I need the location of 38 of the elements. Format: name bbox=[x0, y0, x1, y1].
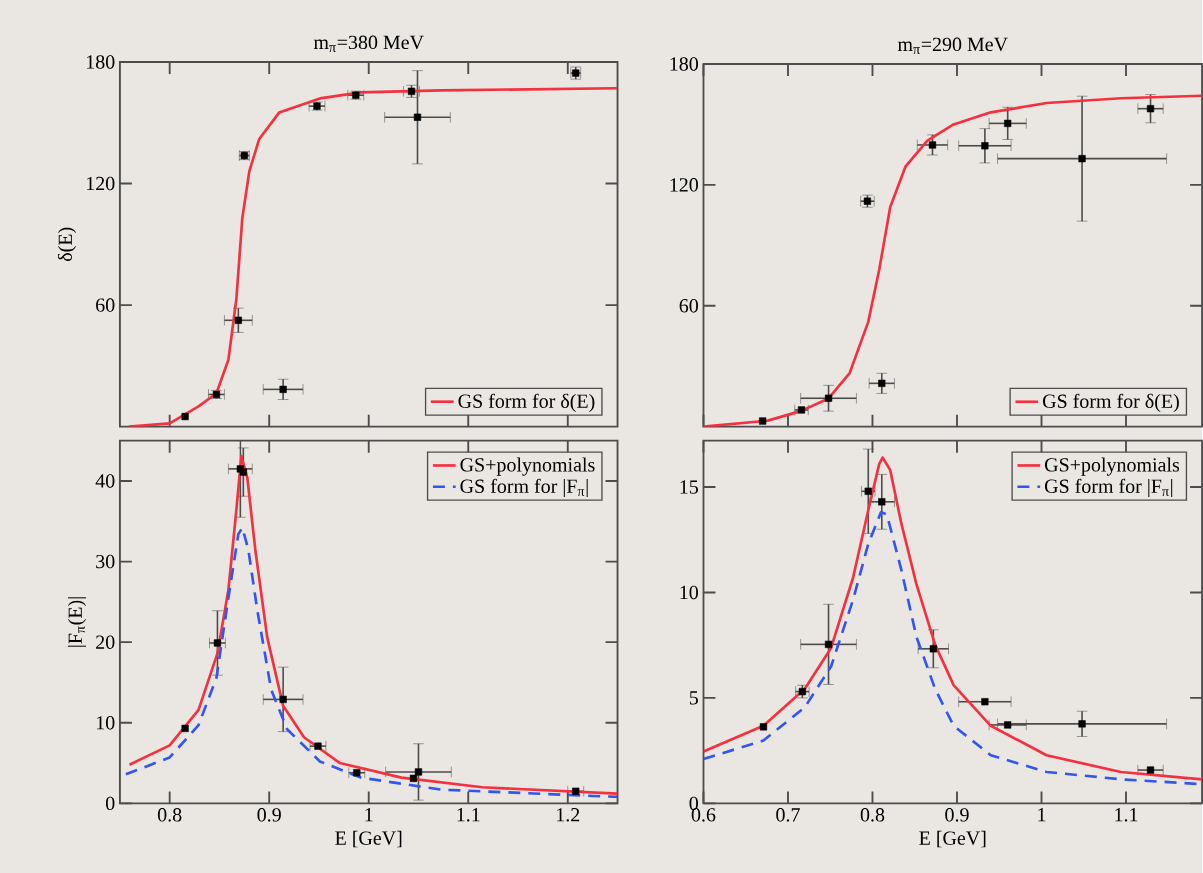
y-axis-title: δ(E) bbox=[57, 227, 77, 261]
y-tick-label: 30 bbox=[96, 554, 115, 569]
chart-title: m$_{π}$=290 MeV bbox=[897, 37, 1008, 54]
y-tick-label: 10 bbox=[96, 715, 115, 730]
x-tick-label: 0.7 bbox=[776, 807, 800, 822]
y-tick-label: 120 bbox=[670, 177, 698, 192]
legend-label: GS form for δ(E) bbox=[1042, 393, 1179, 412]
x-tick-label: 0.9 bbox=[945, 807, 969, 822]
x-tick-label: 1 bbox=[365, 807, 373, 822]
y-tick-label: 120 bbox=[86, 176, 115, 191]
x-axis-title: E [GeV] bbox=[335, 830, 402, 848]
x-tick-label: 1.2 bbox=[557, 807, 580, 822]
x-tick-label: 0.8 bbox=[157, 807, 182, 822]
legend-label: GS form for |F$_{π}$| bbox=[460, 478, 588, 497]
y-tick-label: 10 bbox=[680, 585, 698, 600]
y-tick-label: 180 bbox=[86, 55, 115, 69]
y-axis-title: |F$_{π}$(E)| bbox=[67, 597, 87, 647]
legend-label: GS form for δ(E) bbox=[458, 393, 595, 412]
legend-label: GS form for |F$_{π}$| bbox=[1044, 478, 1173, 497]
x-tick-label: 0.8 bbox=[860, 807, 885, 822]
legend-label: GS+polynomials bbox=[1044, 457, 1180, 476]
chart-title: m$_{π}$=380 MeV bbox=[313, 35, 424, 52]
y-tick-label: 5 bbox=[689, 691, 698, 705]
y-tick-label: 15 bbox=[680, 480, 698, 494]
y-tick-label: 20 bbox=[96, 635, 115, 649]
y-tick-label: 60 bbox=[96, 298, 115, 312]
y-tick-label: 40 bbox=[95, 474, 115, 488]
legend-label: GS+polynomials bbox=[460, 457, 595, 476]
x-tick-label: 1.1 bbox=[457, 807, 480, 822]
y-tick-label: 60 bbox=[679, 298, 698, 313]
x-tick-label: 1 bbox=[1038, 807, 1046, 822]
y-tick-label: 180 bbox=[670, 57, 698, 71]
x-tick-label: 0.9 bbox=[257, 807, 281, 822]
x-tick-label: 1.1 bbox=[1115, 807, 1138, 822]
y-tick-label: 0 bbox=[105, 796, 115, 810]
x-axis-title: E [GeV] bbox=[919, 830, 986, 848]
y-tick-label: 0 bbox=[689, 796, 698, 810]
x-tick-label: 0.6 bbox=[691, 807, 716, 822]
